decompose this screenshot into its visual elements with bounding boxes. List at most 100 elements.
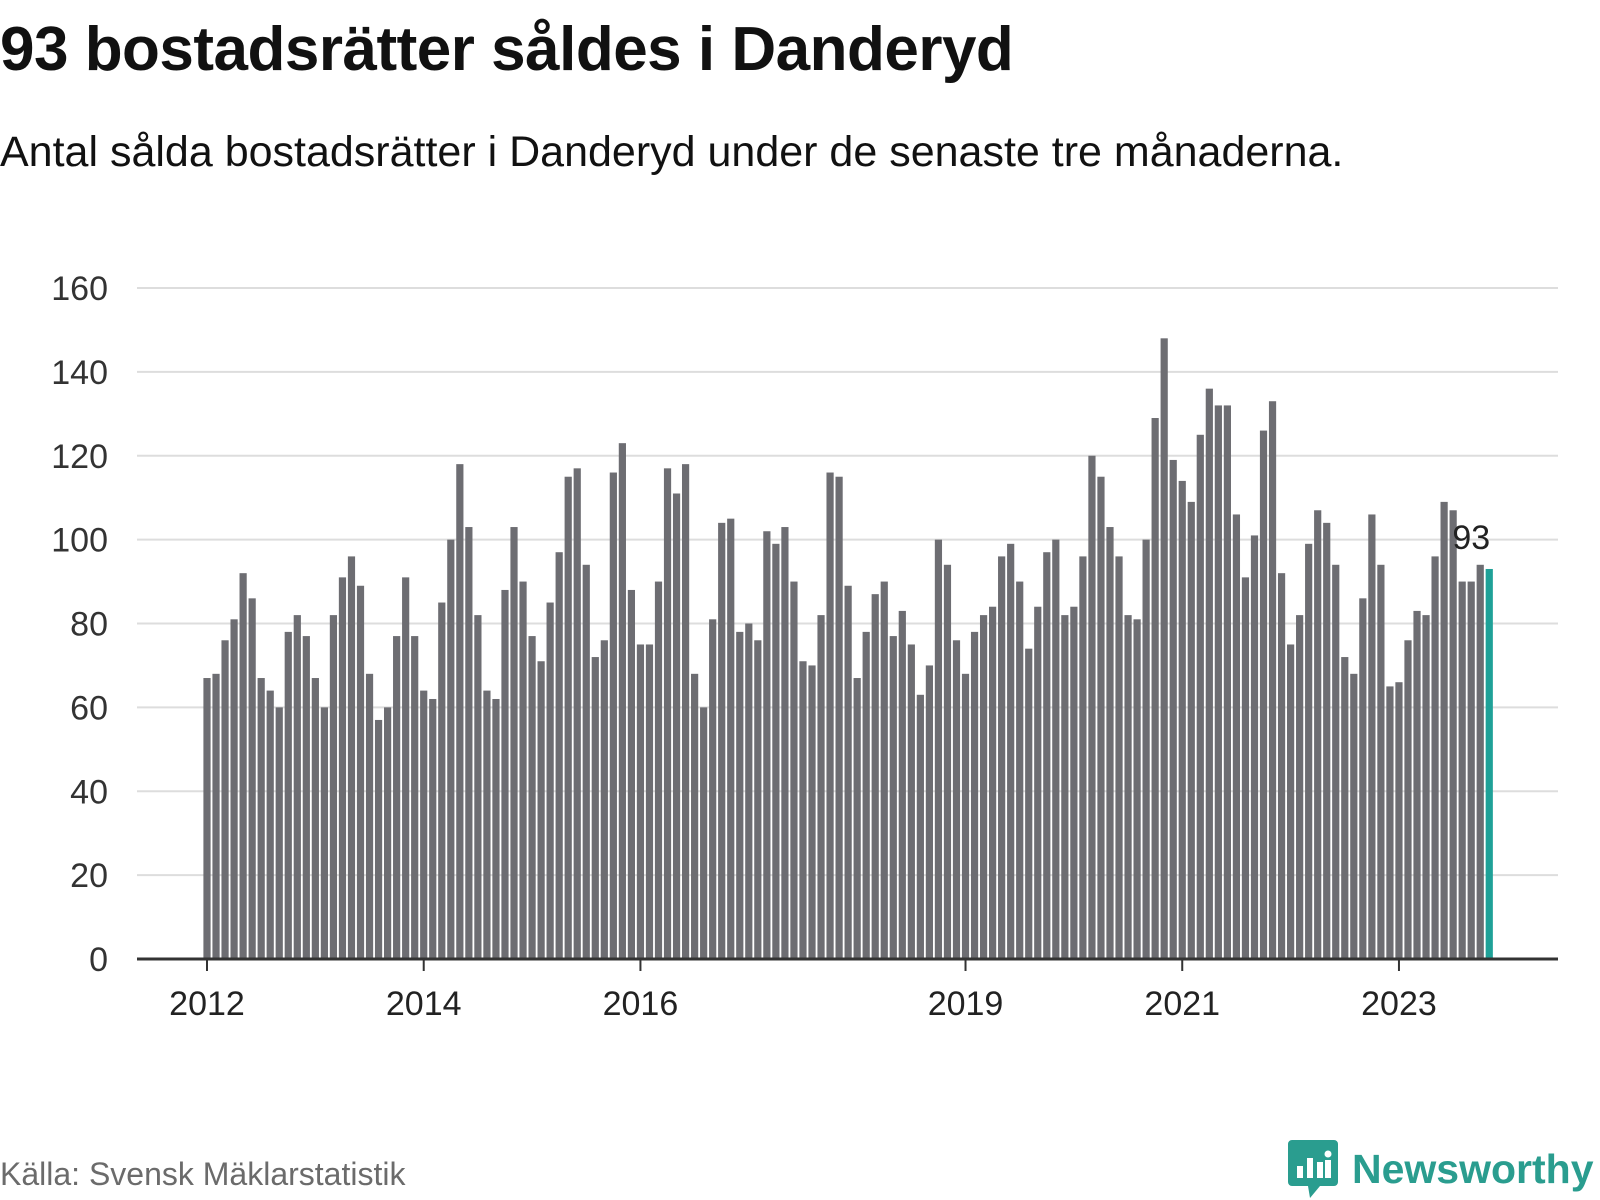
bar — [1413, 610, 1421, 959]
bar — [600, 640, 608, 959]
bar — [627, 589, 636, 959]
bar — [1088, 455, 1096, 959]
bar — [1467, 581, 1475, 959]
bar — [1377, 564, 1385, 959]
bar — [844, 585, 852, 959]
y-tick-label: 80 — [70, 606, 108, 644]
bar — [456, 464, 464, 959]
bar — [212, 673, 220, 959]
bar — [1232, 514, 1241, 959]
bar — [1259, 430, 1268, 959]
bar — [230, 619, 238, 959]
bar — [790, 581, 798, 959]
bar — [492, 698, 500, 959]
bar — [483, 690, 491, 959]
y-tick-label: 120 — [51, 438, 108, 476]
bar — [736, 631, 744, 959]
bar — [393, 636, 401, 959]
bar — [429, 698, 437, 959]
x-axis-ticks: 2012 2014 2016 2019 2021 2023 — [169, 959, 1437, 1023]
bar — [1034, 606, 1042, 959]
bar — [700, 707, 708, 959]
y-axis-ticks: 0 20 40 60 80 100 120 140 160 — [51, 270, 108, 979]
bar — [889, 636, 897, 959]
bar — [1305, 543, 1313, 959]
bar — [979, 615, 988, 959]
bar — [1250, 535, 1259, 959]
newsworthy-logo-icon — [1288, 1140, 1338, 1198]
bar — [356, 585, 365, 959]
bar — [916, 694, 924, 959]
bar — [338, 577, 347, 959]
newsworthy-logo: Newsworthy — [1288, 1140, 1594, 1198]
bar — [609, 472, 617, 959]
bar — [1323, 522, 1331, 959]
bar — [257, 678, 265, 959]
bar — [1214, 405, 1222, 959]
bar — [447, 539, 455, 959]
bar — [1440, 501, 1448, 959]
bar — [925, 665, 933, 959]
bar — [826, 472, 834, 959]
y-tick-label: 60 — [70, 689, 108, 727]
bar — [745, 623, 753, 959]
bar — [1404, 640, 1412, 959]
bar — [907, 644, 915, 959]
bar — [591, 657, 599, 959]
bar — [1458, 581, 1466, 959]
x-tick-label: 2012 — [169, 985, 245, 1023]
bar — [1449, 510, 1457, 959]
bar — [645, 644, 654, 959]
bar — [438, 602, 446, 959]
bar — [311, 678, 319, 959]
bar — [519, 581, 527, 959]
bar — [1097, 476, 1105, 959]
bar — [1277, 573, 1286, 959]
bar — [248, 598, 256, 959]
bar — [808, 665, 816, 959]
y-tick-label: 160 — [51, 270, 108, 308]
bar — [1133, 619, 1141, 959]
bar — [465, 527, 473, 959]
bars — [203, 338, 1493, 960]
bar — [402, 577, 410, 959]
bar — [1476, 564, 1484, 959]
y-tick-label: 40 — [70, 773, 108, 811]
source-note: Källa: Svensk Mäklarstatistik — [0, 1156, 406, 1192]
bar — [663, 468, 672, 959]
bar — [573, 468, 581, 959]
bar — [871, 594, 879, 959]
newsworthy-logo-text: Newsworthy — [1352, 1145, 1594, 1192]
bar — [266, 690, 274, 959]
bar — [1043, 552, 1051, 959]
bar — [1314, 510, 1322, 959]
bar — [989, 606, 997, 959]
bar — [203, 678, 211, 959]
bar — [1025, 648, 1033, 959]
x-tick-label: 2021 — [1144, 985, 1220, 1023]
bar — [943, 564, 952, 959]
bar — [672, 493, 681, 959]
bar — [880, 581, 888, 959]
bar — [691, 673, 699, 959]
bar — [1368, 514, 1376, 959]
x-tick-label: 2023 — [1361, 985, 1437, 1023]
bar — [510, 527, 518, 959]
bar — [1422, 615, 1430, 959]
bar — [365, 673, 374, 959]
bar — [1341, 657, 1349, 959]
bar — [636, 644, 645, 959]
x-tick-label: 2019 — [928, 985, 1004, 1023]
bar — [1196, 434, 1204, 959]
bar — [374, 719, 383, 959]
bar — [618, 443, 626, 959]
bar — [1359, 598, 1367, 959]
bar — [952, 640, 961, 959]
bar — [1016, 581, 1024, 959]
bar — [1070, 606, 1078, 959]
bar — [582, 564, 590, 959]
bar — [772, 543, 780, 959]
y-tick-label: 0 — [89, 941, 108, 979]
bar — [1287, 644, 1295, 959]
